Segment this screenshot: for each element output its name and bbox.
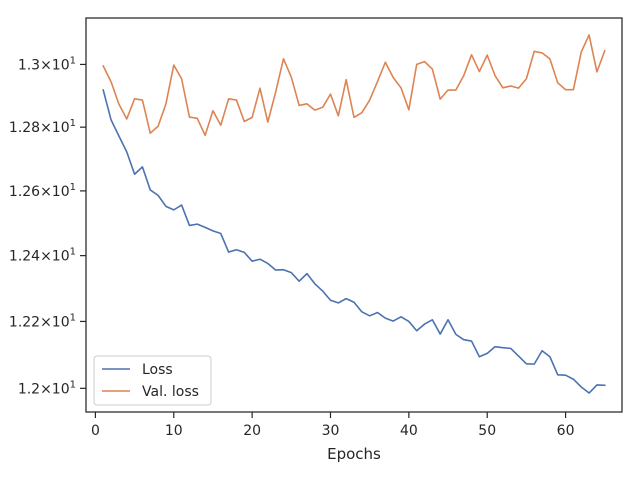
x-axis-label: Epochs: [327, 445, 381, 463]
legend: Loss Val. loss: [93, 355, 212, 406]
x-tick-label: 20: [243, 423, 261, 439]
x-axis: 0 10 20 30 40 50 60: [91, 412, 575, 439]
legend-label: Loss: [142, 362, 173, 378]
x-tick-label: 40: [400, 423, 418, 439]
y-tick-label: 1.2×101: [18, 379, 76, 397]
x-tick-label: 10: [165, 423, 183, 439]
y-tick-label: 1.26×101: [9, 182, 76, 200]
x-tick-label: 60: [557, 423, 575, 439]
y-tick-label: 1.28×101: [9, 118, 76, 136]
x-tick-label: 30: [322, 423, 340, 439]
legend-label: Val. loss: [142, 384, 199, 400]
y-axis: 1.2×101 1.22×101 1.24×101 1.26×101 1.28×101 1…: [9, 55, 86, 397]
x-tick-label: 0: [91, 423, 100, 439]
plot-area-frame: [85, 17, 623, 413]
x-tick-label: 50: [478, 423, 496, 439]
y-tick-label: 1.24×101: [9, 247, 76, 265]
y-tick-label: 1.3×101: [18, 55, 76, 73]
series-layer: [102, 34, 606, 394]
y-tick-label: 1.22×101: [9, 312, 76, 330]
series-line-loss: [102, 89, 606, 394]
series-line-val-loss: [102, 34, 606, 137]
